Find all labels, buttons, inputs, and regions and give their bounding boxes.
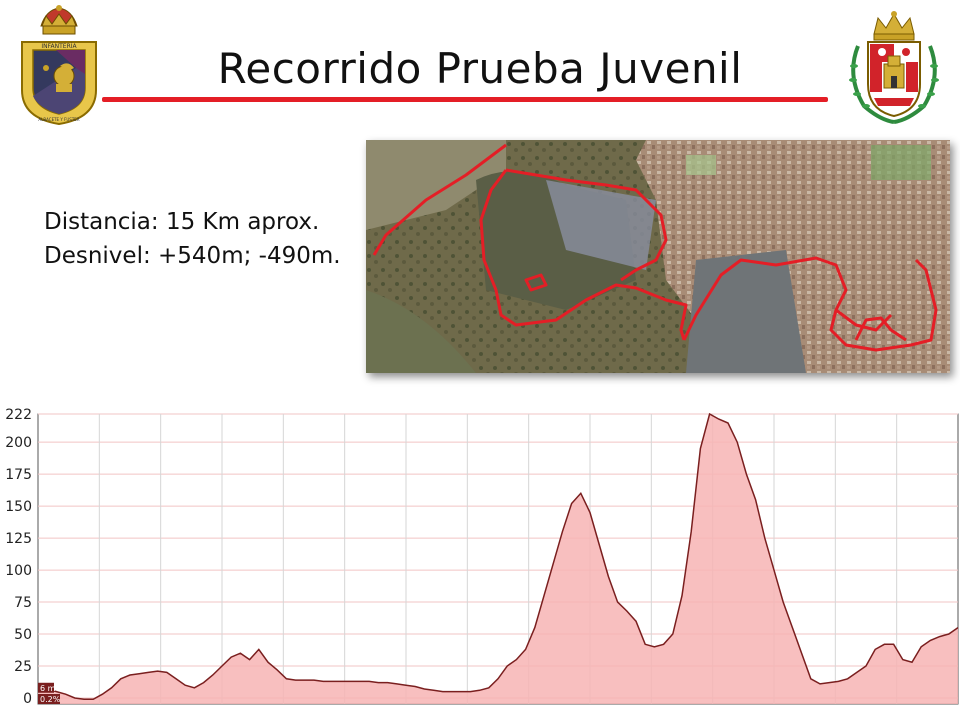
route-info: Distancia: 15 Km aprox. Desnivel: +540m;… xyxy=(44,205,341,273)
elevation-profile-chart: 0 25 50 75 100 125 150 175 200 222 6 m 0.2% xyxy=(0,400,960,712)
y-tick-label: 0 xyxy=(23,691,32,707)
start-elevation-label: 6 m xyxy=(40,684,56,693)
y-tick-label: 200 xyxy=(5,435,32,451)
elevation-area xyxy=(38,414,958,704)
y-tick-label: 222 xyxy=(5,407,32,423)
page-title: Recorrido Prueba Juvenil xyxy=(217,44,743,93)
y-tick-label: 175 xyxy=(5,467,32,483)
elevation-line xyxy=(37,412,959,701)
elevation-text: Desnivel: +540m; -490m. xyxy=(44,243,341,269)
plot-area xyxy=(37,413,959,705)
infanteria-marina-emblem: INFANTERÍA ALBACETE Y FUSTER xyxy=(16,4,102,126)
y-tick-label: 150 xyxy=(5,499,32,515)
y-tick-label: 75 xyxy=(14,595,32,611)
y-tick-label: 100 xyxy=(5,563,32,579)
start-grade-label: 0.2% xyxy=(40,695,61,704)
start-elevation-marker xyxy=(38,682,54,693)
route-satellite-map xyxy=(366,140,950,373)
start-grade-marker xyxy=(38,694,60,704)
y-tick-label: 25 xyxy=(14,659,32,675)
y-tick-label: 125 xyxy=(5,531,32,547)
title-underline xyxy=(102,97,828,102)
cartagena-coat-of-arms-emblem xyxy=(844,6,944,126)
svg-text:INFANTERÍA: INFANTERÍA xyxy=(41,43,77,50)
distance-text: Distancia: 15 Km aprox. xyxy=(44,209,320,235)
svg-text:ALBACETE Y FUSTER: ALBACETE Y FUSTER xyxy=(38,117,79,122)
y-tick-label: 50 xyxy=(14,627,32,643)
